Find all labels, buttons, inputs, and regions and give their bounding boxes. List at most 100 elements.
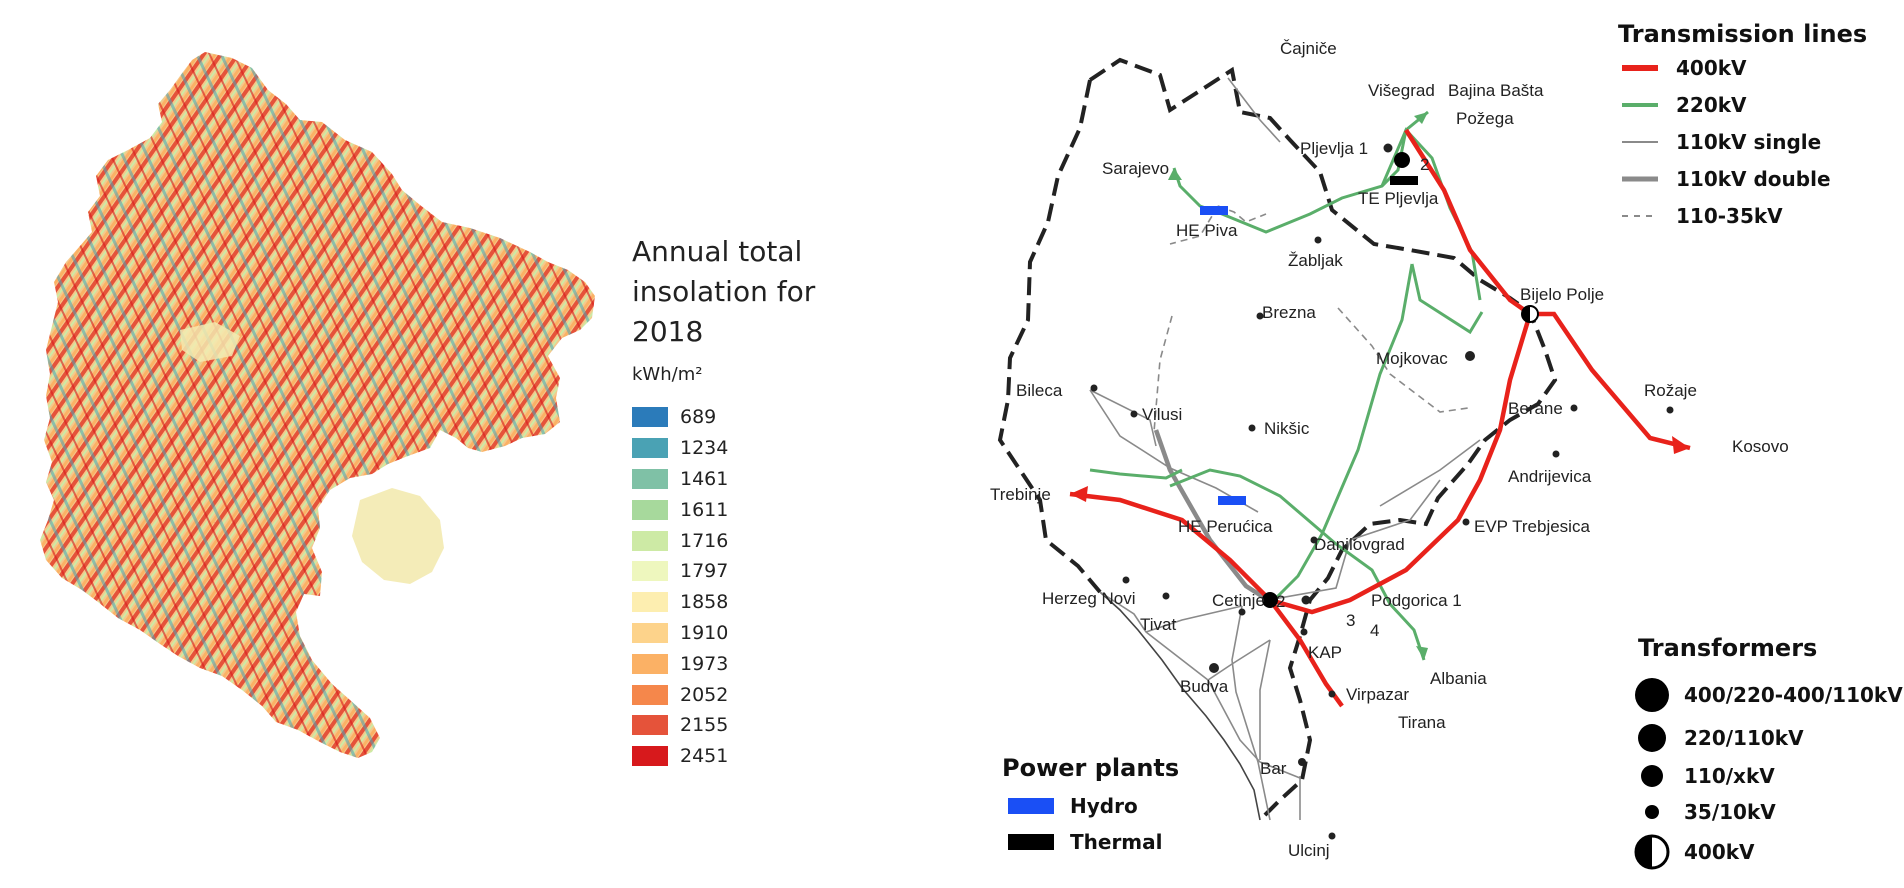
he-piva-plant	[1200, 206, 1228, 215]
place-label: Bijelo Polje	[1520, 285, 1604, 304]
place-label: Podgorica 1	[1371, 591, 1462, 610]
place-label: HE Piva	[1176, 221, 1238, 240]
transformer-legend-label: 110/xkV	[1684, 764, 1775, 788]
insolation-legend-title: Annual total insolation for 2018	[632, 235, 816, 348]
insolation-class: 2155	[632, 710, 728, 741]
insolation-class: 2451	[632, 741, 728, 772]
insolation-swatch	[632, 746, 668, 767]
place-label: Bajina Bašta	[1448, 81, 1544, 100]
line-legend-item: 110-35kV	[1622, 204, 1783, 228]
insolation-value: 1234	[680, 437, 729, 460]
insolation-value: 1973	[680, 652, 729, 675]
place-label: Berane	[1508, 399, 1563, 418]
insolation-value: 2155	[680, 714, 729, 737]
insolation-swatch	[632, 592, 668, 613]
place-label: Nikšic	[1264, 419, 1310, 438]
place-label: Vilusi	[1142, 405, 1182, 424]
insolation-value: 1461	[680, 467, 729, 490]
place-label: Mojkovac	[1376, 349, 1448, 368]
insolation-class: 1910	[632, 618, 728, 649]
place-label: 4	[1370, 621, 1379, 640]
insolation-map	[40, 52, 595, 758]
insolation-value: 2052	[680, 683, 729, 706]
place-label: Rožaje	[1644, 381, 1697, 400]
insolation-class: 1234	[632, 433, 728, 464]
filled-circle-icon	[1641, 765, 1663, 787]
lines-110kv-double	[1153, 429, 1270, 602]
insolation-legend: 689 1234 1461 1611 1716 1797 1858 1910 1973 2052 2…	[632, 402, 728, 772]
insolation-class: 2052	[632, 679, 728, 710]
podgorica-2-transformer	[1262, 592, 1278, 608]
place-label: Brezna	[1262, 303, 1316, 322]
pljevlja-2-transformer	[1394, 152, 1410, 168]
filled-circle-icon	[1635, 678, 1669, 712]
substation-dots	[1090, 143, 1674, 840]
place-label: HE Perućica	[1178, 517, 1273, 536]
insolation-swatch	[632, 684, 668, 705]
place-label: Danilovgrad	[1314, 535, 1405, 554]
place-label: Trebinje	[990, 485, 1051, 504]
place-label: Tirana	[1398, 713, 1446, 732]
lines-legend: 400kV 220kV 110kV single 110kV double 110-35…	[1622, 56, 1831, 228]
place-labels: Čajniče Višegrad Bajina Bašta Požega Pljevlj…	[990, 39, 1789, 860]
insolation-value: 2451	[680, 745, 729, 768]
bijelo-polje-transformer	[1521, 305, 1539, 323]
place-label: Albania	[1430, 669, 1487, 688]
te-pljevlja-plant	[1390, 176, 1418, 185]
insolation-swatch	[632, 622, 668, 643]
insolation-class: 1611	[632, 494, 728, 525]
transformer-legend-label: 35/10kV	[1684, 800, 1776, 824]
insolation-value: 1611	[680, 498, 729, 521]
lines-110-35kv	[1153, 205, 1469, 433]
transformer-legend-item: 110/xkV	[1641, 764, 1775, 788]
place-label: Bar	[1260, 759, 1287, 778]
plant-legend-item: Hydro	[1008, 794, 1138, 818]
place-label: Ulcinj	[1288, 841, 1330, 860]
insolation-class: 1797	[632, 556, 728, 587]
transformer-legend-item: 35/10kV	[1645, 800, 1776, 824]
transformers-legend-title: Transformers	[1638, 634, 1817, 662]
lines-legend-title: Transmission lines	[1618, 20, 1867, 48]
place-label: EVP Trebjesica	[1474, 517, 1590, 536]
plants-legend-title: Power plants	[1002, 754, 1179, 782]
place-label: 2	[1276, 592, 1285, 611]
insolation-value: 1910	[680, 621, 729, 644]
plant-legend-label: Hydro	[1070, 794, 1138, 818]
transformer-legend-item: 400kV	[1634, 834, 1755, 870]
line-legend-label: 110-35kV	[1676, 204, 1783, 228]
place-label: 2	[1420, 155, 1429, 174]
insolation-swatch	[632, 499, 668, 520]
insolation-class: 1716	[632, 525, 728, 556]
insolation-swatch	[632, 438, 668, 459]
place-label: Herzeg Novi	[1042, 589, 1136, 608]
place-label: Budva	[1180, 677, 1229, 696]
insolation-swatch	[632, 653, 668, 674]
line-legend-label: 220kV	[1676, 93, 1747, 117]
line-legend-label: 400kV	[1676, 56, 1747, 80]
line-legend-item: 110kV double	[1622, 167, 1831, 191]
insolation-class: 689	[632, 402, 728, 433]
insolation-value: 689	[680, 406, 717, 429]
insolation-swatch	[632, 530, 668, 551]
place-label: Pljevlja 1	[1300, 139, 1368, 158]
place-label: TE Pljevlja	[1358, 189, 1439, 208]
he-perucica-plant	[1218, 496, 1246, 505]
place-label: Žabljak	[1288, 251, 1343, 270]
place-label: Požega	[1456, 109, 1514, 128]
plant-legend-swatch	[1008, 834, 1054, 850]
transformer-legend-item: 220/110kV	[1638, 724, 1804, 752]
insolation-swatch	[632, 468, 668, 489]
place-label: KAP	[1308, 643, 1342, 662]
transmission-network-map: Čajniče Višegrad Bajina Bašta Požega Pljevlj…	[990, 20, 1903, 870]
insolation-class: 1973	[632, 648, 728, 679]
place-label: Kosovo	[1732, 437, 1789, 456]
place-label: Višegrad	[1368, 81, 1435, 100]
line-legend-item: 400kV	[1622, 56, 1747, 80]
filled-circle-icon	[1645, 805, 1659, 819]
insolation-class: 1858	[632, 587, 728, 618]
filled-circle-icon	[1638, 724, 1666, 752]
transformer-legend-label: 400/220-400/110kV	[1684, 683, 1903, 707]
place-label: Andrijevica	[1508, 467, 1592, 486]
transformers-legend: 400/220-400/110kV 220/110kV 110/xkV 35/10kV…	[1634, 678, 1903, 870]
insolation-swatch	[632, 407, 668, 428]
